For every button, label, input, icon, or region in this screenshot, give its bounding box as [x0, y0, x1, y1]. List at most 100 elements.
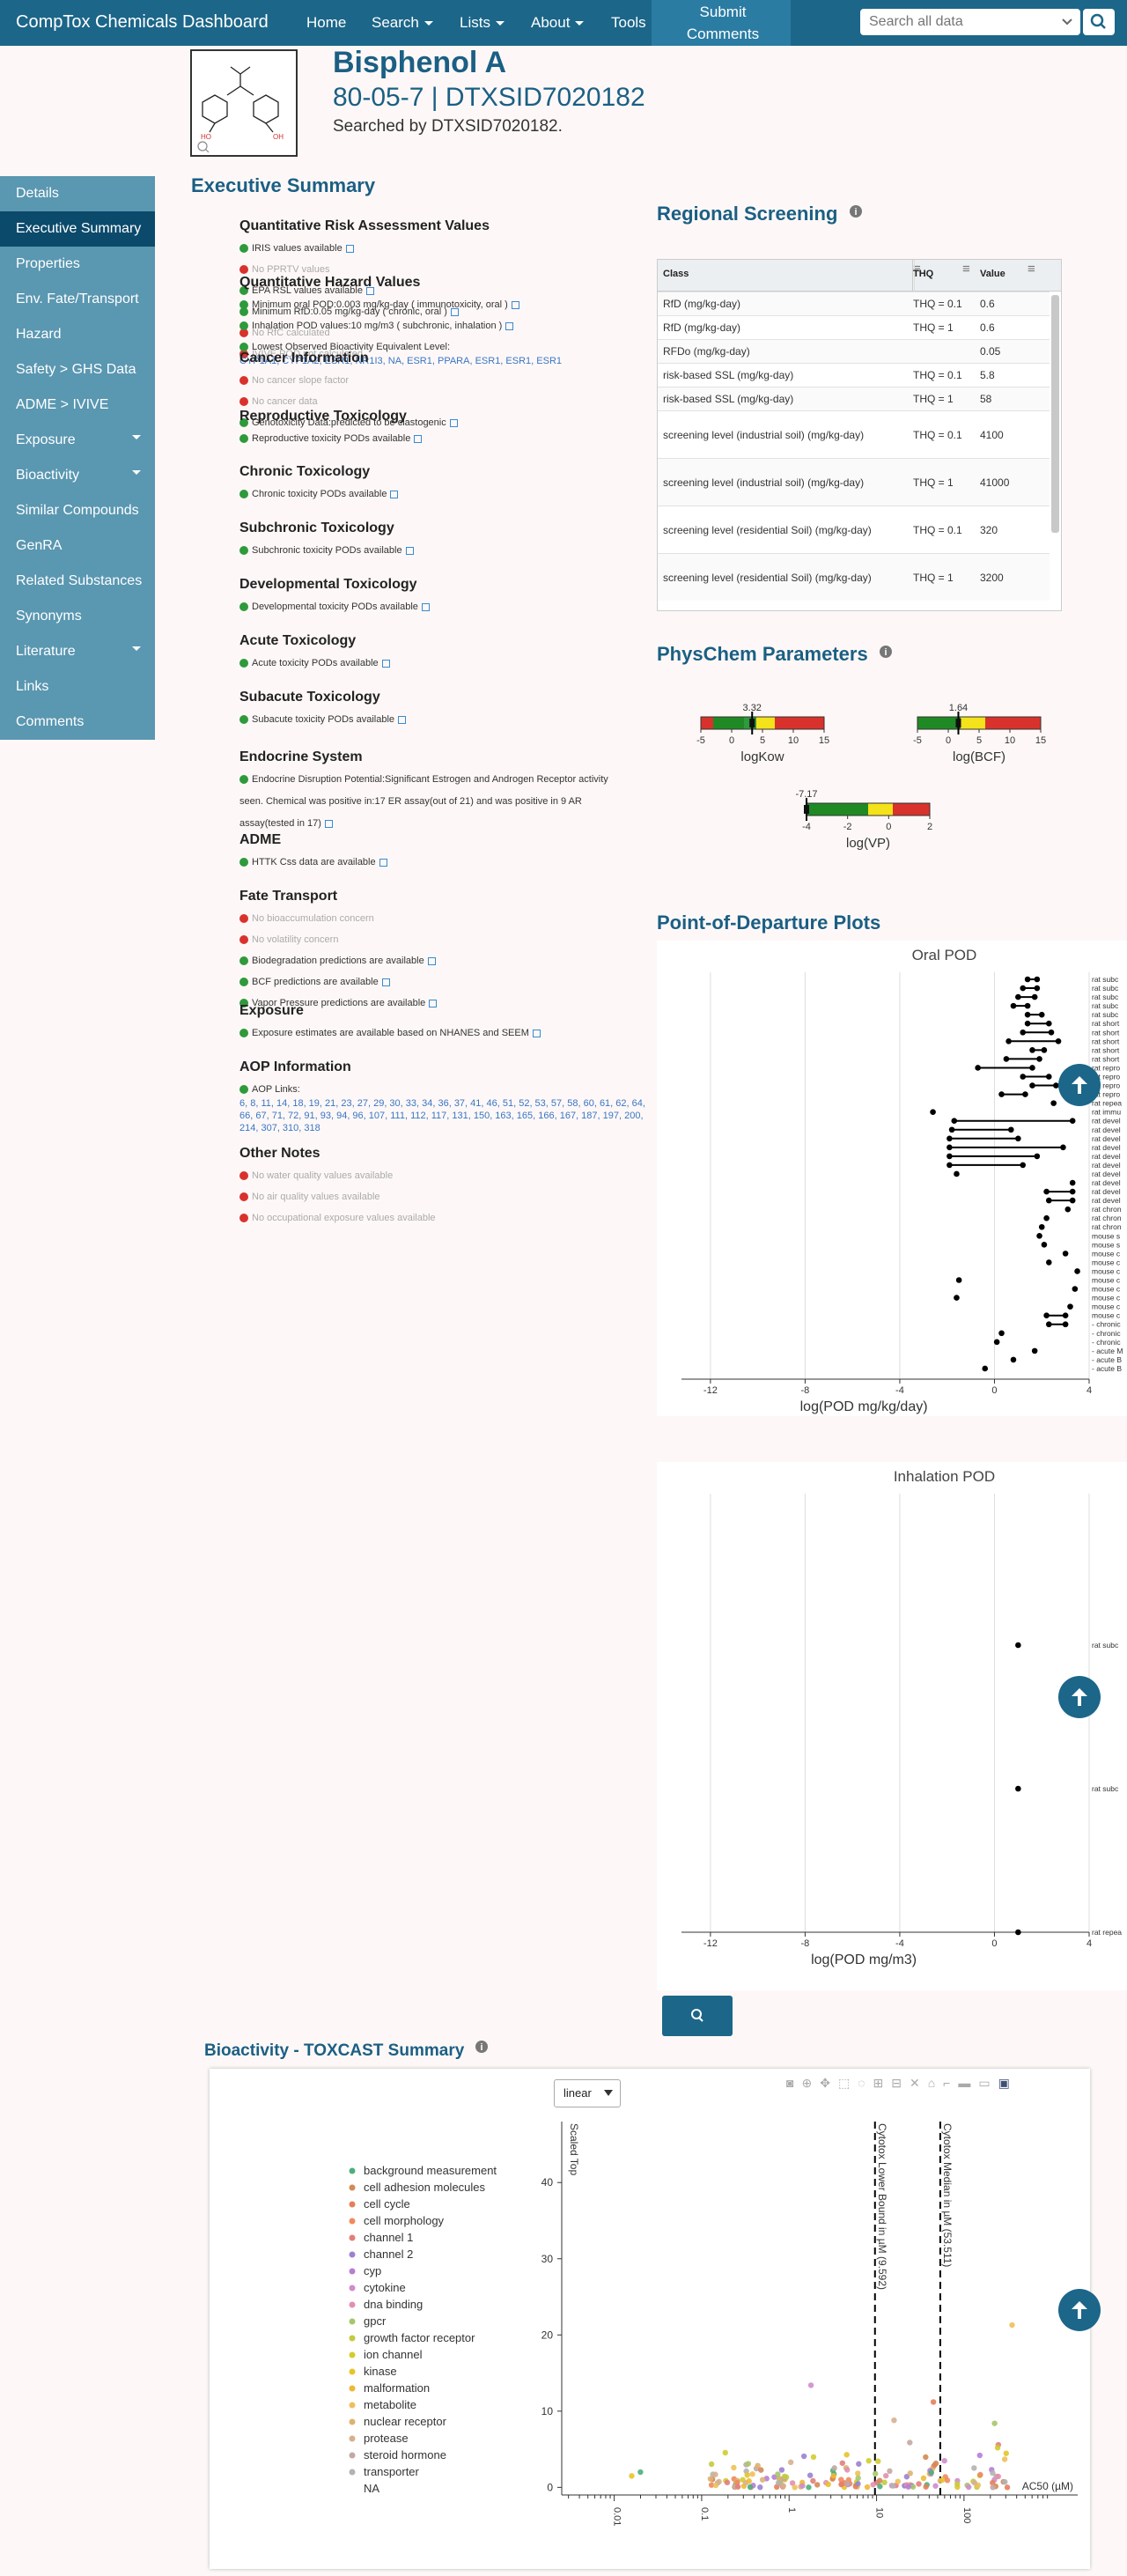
pod-point[interactable] [1020, 1074, 1027, 1080]
assay-point[interactable] [1002, 2478, 1008, 2485]
pod-point[interactable] [1038, 1223, 1045, 1230]
assay-point[interactable] [789, 2480, 796, 2486]
assay-point[interactable] [810, 2477, 816, 2484]
assay-point[interactable] [731, 2464, 737, 2471]
assay-point[interactable] [923, 2454, 929, 2461]
assay-point[interactable] [907, 2470, 913, 2476]
pod-point[interactable] [1020, 1162, 1027, 1169]
pod-point[interactable] [982, 1365, 989, 1372]
external-link-icon[interactable] [414, 434, 423, 443]
external-link-icon[interactable] [398, 715, 407, 724]
sidebar-item-env-fate-transport[interactable]: Env. Fate/Transport [0, 282, 155, 317]
zoom-in-icon[interactable]: ⊞ [873, 2076, 892, 2090]
pod-point[interactable] [998, 1091, 1005, 1097]
assay-point[interactable] [1004, 2484, 1011, 2491]
pod-point[interactable] [1060, 1144, 1066, 1151]
pod-point[interactable] [1053, 1082, 1059, 1089]
reset-axes-icon[interactable]: ⌂ [927, 2076, 944, 2090]
assay-point[interactable] [977, 2471, 983, 2478]
external-link-icon[interactable] [379, 858, 387, 867]
pod-point[interactable] [1055, 1038, 1062, 1044]
assay-point[interactable] [882, 2472, 889, 2479]
pod-point[interactable] [1015, 993, 1021, 1000]
assay-point[interactable] [799, 2483, 806, 2489]
pod-point[interactable] [1072, 1286, 1079, 1292]
spike-lines-icon[interactable]: ⌐ [943, 2076, 959, 2090]
pan-icon[interactable]: ✥ [820, 2076, 838, 2090]
camera-icon[interactable]: ◙ [786, 2076, 802, 2090]
table-row[interactable]: screening level (industrial soil) (mg/kg… [658, 458, 1050, 506]
zoom-button[interactable] [662, 1996, 733, 2036]
assay-point[interactable] [855, 2475, 861, 2482]
submit-comments-button[interactable]: Submit Comments [652, 0, 791, 46]
pod-point[interactable] [1029, 1065, 1035, 1071]
assay-point[interactable] [866, 2457, 872, 2464]
pod-point[interactable] [1038, 1011, 1045, 1018]
assay-point[interactable] [838, 2481, 844, 2488]
external-link-icon[interactable] [405, 546, 414, 555]
assay-point[interactable] [814, 2482, 821, 2488]
assay-point[interactable] [775, 2480, 782, 2486]
assay-point[interactable] [876, 2477, 883, 2484]
sidebar-item-synonyms[interactable]: Synonyms [0, 599, 155, 634]
assay-point[interactable] [775, 2471, 781, 2477]
pod-point[interactable] [1048, 1029, 1055, 1036]
assay-point[interactable] [637, 2469, 644, 2476]
pod-point[interactable] [1031, 993, 1038, 1000]
table-row[interactable]: RFDo (mg/kg-day) 0.05 [658, 339, 1050, 363]
assay-point[interactable] [792, 2484, 798, 2491]
info-icon[interactable]: i [879, 645, 893, 659]
pod-point[interactable] [947, 1135, 953, 1142]
external-link-icon[interactable] [532, 1029, 541, 1037]
pod-point[interactable] [1024, 1002, 1031, 1009]
external-link-icon[interactable] [345, 244, 354, 253]
assay-point[interactable] [707, 2476, 714, 2482]
assay-point[interactable] [755, 2462, 761, 2469]
sidebar-item-related-substances[interactable]: Related Substances [0, 564, 155, 599]
table-row[interactable]: risk-based SSL (mg/kg-day) THQ = 1 58 [658, 387, 1050, 410]
chevron-down-icon[interactable] [132, 470, 141, 475]
assay-point[interactable] [875, 2458, 881, 2464]
table-row[interactable]: screening level (residential Soil) (mg/k… [658, 506, 1050, 553]
column-header-class[interactable]: Class [663, 269, 689, 279]
chevron-down-icon[interactable] [132, 646, 141, 651]
assay-point[interactable] [966, 2484, 972, 2491]
assay-point[interactable] [971, 2479, 978, 2486]
table-row[interactable]: screening level (industrial soil) (mg/kg… [658, 410, 1050, 458]
pod-point[interactable] [1043, 1188, 1050, 1195]
column-menu-icon[interactable]: ≡ [962, 262, 970, 277]
nav-lists[interactable]: Lists [460, 0, 505, 46]
external-link-icon[interactable] [505, 321, 514, 330]
pod-point[interactable] [1015, 1135, 1021, 1142]
assay-point[interactable] [891, 2417, 897, 2424]
assay-point[interactable] [759, 2476, 766, 2483]
external-link-icon[interactable] [427, 956, 436, 965]
assay-point[interactable] [991, 2420, 998, 2426]
pod-point[interactable] [1022, 1091, 1028, 1097]
summary-link-list[interactable]: 214, 307, 310, 318 [239, 1123, 320, 1133]
assay-point[interactable] [839, 2460, 845, 2466]
column-header-value[interactable]: Value [980, 269, 1005, 279]
assay-point[interactable] [887, 2468, 893, 2475]
sidebar-item-bioactivity[interactable]: Bioactivity [0, 458, 155, 493]
assay-point[interactable] [939, 2476, 946, 2484]
pod-point[interactable] [1036, 1056, 1042, 1062]
pod-point[interactable] [1015, 1785, 1021, 1792]
pod-point[interactable] [1046, 1321, 1052, 1328]
nav-home[interactable]: Home [306, 14, 347, 31]
assay-point[interactable] [855, 2481, 861, 2487]
external-link-icon[interactable] [390, 490, 399, 498]
plotly-logo-icon[interactable]: ▣ [998, 2076, 1018, 2090]
assay-point[interactable] [734, 2484, 741, 2490]
pod-point[interactable] [975, 1065, 981, 1071]
pod-point[interactable] [1046, 1259, 1052, 1266]
assay-point[interactable] [923, 2484, 929, 2490]
assay-point[interactable] [844, 2481, 851, 2487]
assay-point[interactable] [890, 2483, 896, 2489]
pod-point[interactable] [1024, 976, 1031, 983]
assay-point[interactable] [881, 2479, 888, 2485]
pod-point[interactable] [1046, 1197, 1052, 1204]
assay-point[interactable] [905, 2484, 911, 2490]
assay-point[interactable] [990, 2484, 996, 2491]
scroll-top-button[interactable] [1058, 2289, 1101, 2331]
